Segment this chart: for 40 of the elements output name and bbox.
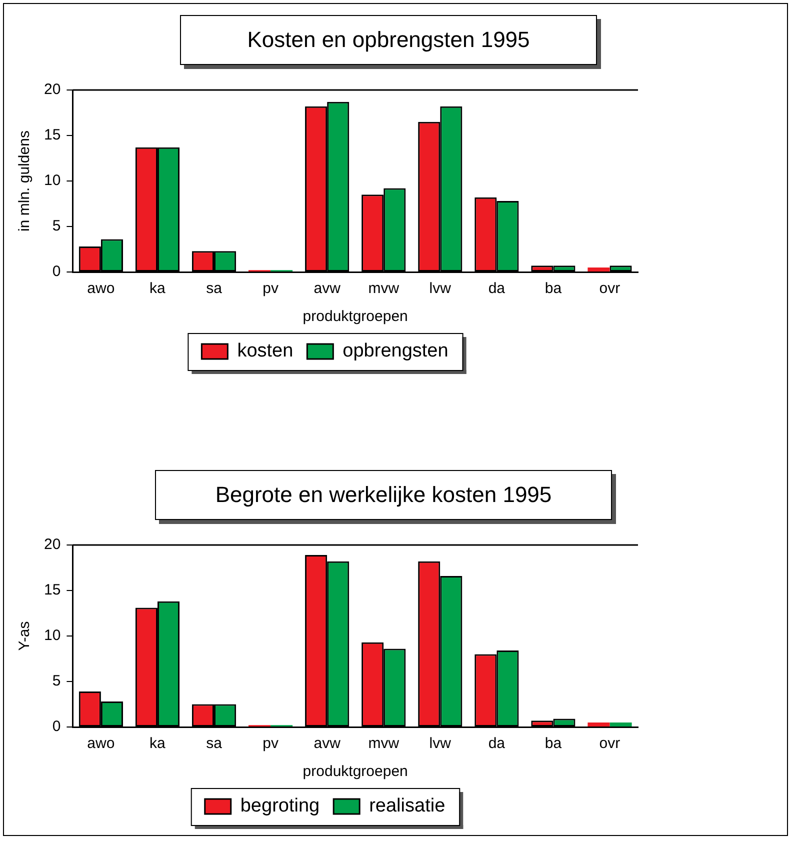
x-tick-label: ka	[150, 280, 166, 298]
chart-title: Kosten en opbrengsten 1995	[180, 15, 597, 65]
x-tick-label: mvw	[368, 735, 400, 752]
y-tick-label: 10	[44, 172, 61, 190]
x-tick-label: pv	[262, 735, 279, 752]
legend-label: kosten	[237, 340, 294, 362]
legend-label: begroting	[240, 796, 320, 817]
x-tick-label: ovr	[599, 280, 620, 298]
x-tick-label: lvw	[429, 735, 452, 752]
x-axis-title: produktgroepen	[302, 308, 408, 326]
x-tick-label: ba	[544, 735, 562, 752]
x-tick-label: ka	[150, 735, 166, 752]
x-tick-label: avw	[314, 280, 341, 298]
legend-label: opbrengsten	[342, 340, 448, 362]
y-tick-label: 0	[52, 718, 61, 736]
y-axis-title: in mln. guldens	[16, 130, 34, 232]
x-tick-label: sa	[206, 280, 223, 298]
x-tick-label: pv	[262, 280, 279, 298]
x-tick-label: da	[488, 280, 506, 298]
x-tick-label: lvw	[429, 280, 452, 298]
chart-title: Begrote en werkelijke kosten 1995	[155, 470, 612, 520]
x-axis-title: produktgroepen	[302, 763, 408, 780]
x-tick-label: ovr	[599, 735, 620, 752]
y-axis-title: Y-as	[16, 621, 34, 651]
y-tick-label: 10	[44, 627, 61, 644]
y-tick-label: 20	[44, 536, 61, 554]
y-tick-label: 15	[44, 582, 61, 599]
y-tick-label: 20	[44, 81, 61, 98]
x-tick-label: awo	[87, 735, 115, 752]
y-tick-label: 15	[44, 126, 61, 144]
x-tick-label: da	[488, 735, 506, 752]
x-tick-label: ba	[544, 280, 562, 298]
legend-label: realisatie	[369, 796, 446, 817]
x-tick-label: sa	[206, 735, 223, 752]
y-tick-label: 5	[52, 218, 61, 235]
y-tick-label: 5	[52, 672, 61, 690]
x-tick-label: mvw	[368, 280, 400, 298]
y-tick-label: 0	[52, 263, 61, 280]
x-tick-label: avw	[314, 735, 341, 752]
x-tick-label: awo	[87, 280, 115, 298]
